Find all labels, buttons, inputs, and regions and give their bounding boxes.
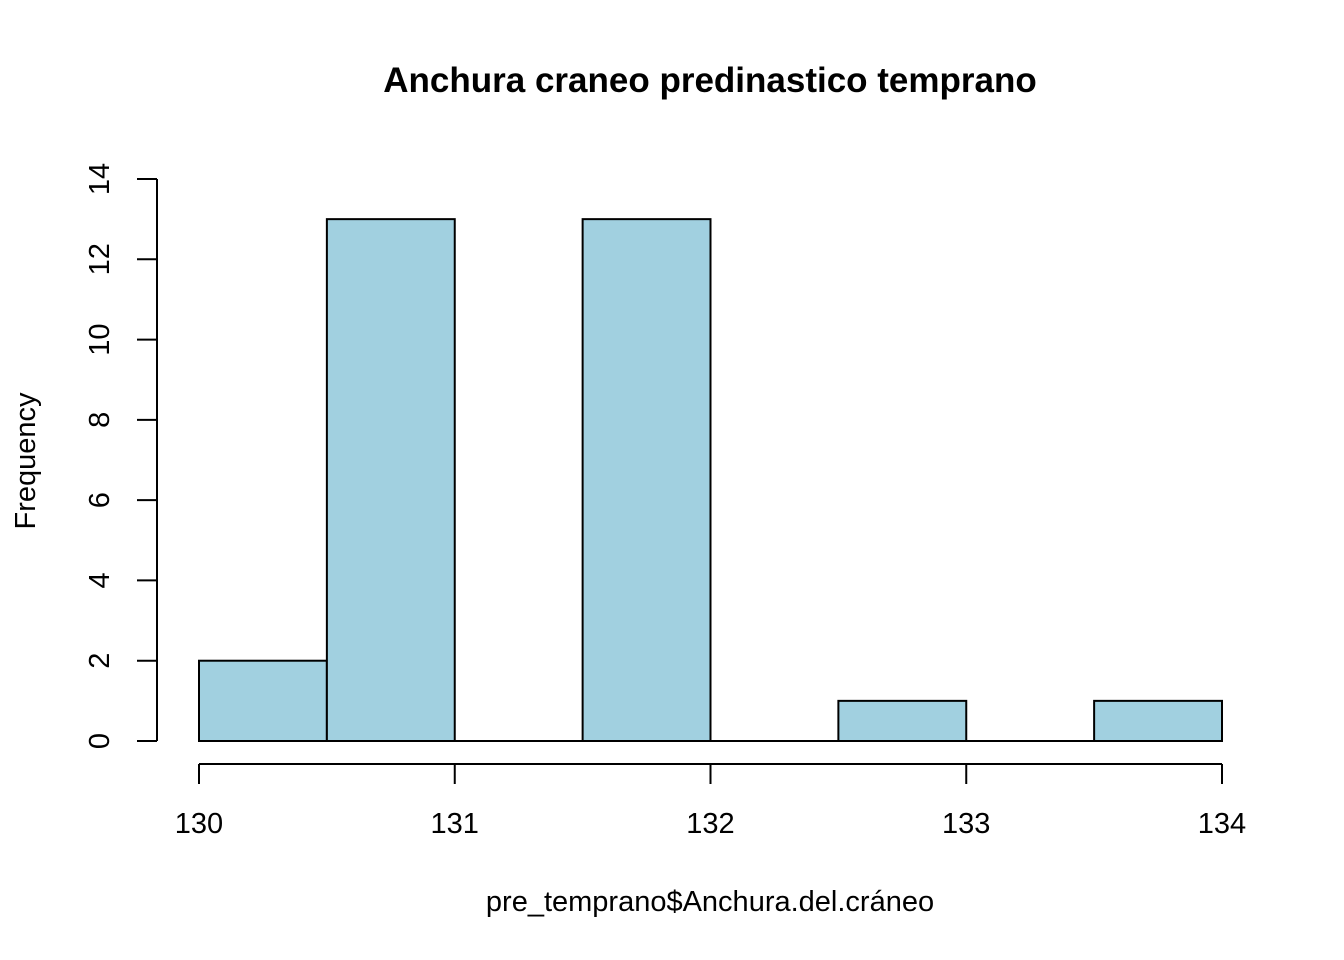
y-tick-label-0: 0 (84, 733, 116, 749)
y-tick-label-4: 8 (84, 412, 116, 428)
histogram-bar-5 (837, 699, 968, 742)
x-tick-label-1: 131 (431, 808, 479, 840)
histogram-bar-1 (325, 218, 456, 742)
x-tick-label-4: 134 (1198, 808, 1246, 840)
bars-group (198, 218, 1223, 743)
x-axis-label: pre_temprano$Anchura.del.cráneo (486, 886, 934, 918)
y-tick-label-7: 14 (84, 163, 116, 195)
x-tick-label-2: 132 (686, 808, 734, 840)
x-tick-label-3: 133 (942, 808, 990, 840)
y-tick-label-3: 6 (84, 492, 116, 508)
y-axis-label: Frequency (10, 392, 42, 530)
x-tick-label-0: 130 (175, 808, 223, 840)
y-tick-label-6: 12 (84, 243, 116, 275)
histogram-bar-3 (581, 218, 712, 742)
x-axis: 130 131 132 133 134 (175, 763, 1246, 840)
chart-title: Anchura craneo predinastico temprano (383, 61, 1036, 100)
histogram-bar-0 (198, 659, 328, 743)
y-axis: 0 2 4 6 8 10 12 14 (84, 163, 158, 749)
y-tick-label-5: 10 (84, 323, 116, 355)
y-tick-label-1: 2 (84, 653, 116, 669)
y-tick-label-2: 4 (84, 572, 116, 588)
histogram-bar-7 (1093, 699, 1223, 742)
